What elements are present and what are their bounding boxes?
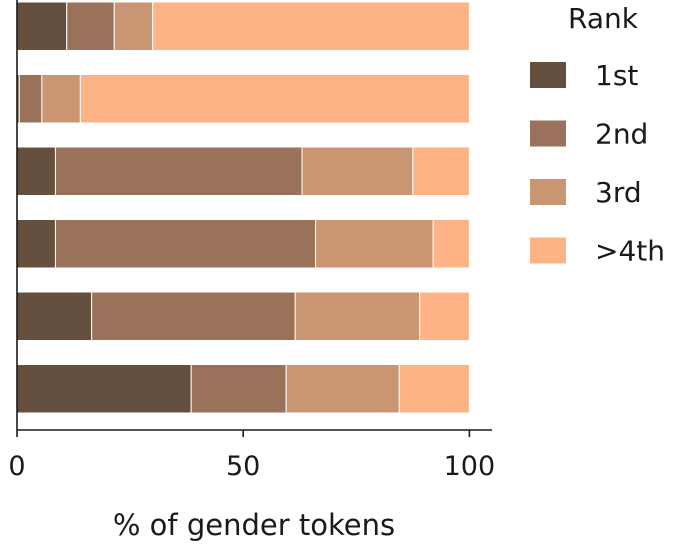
bar-row-5-segment-3 [294, 291, 421, 341]
x-tick-label-100: 100 [444, 451, 496, 482]
legend-swatch-1 [530, 62, 566, 88]
bar-row-2-segment-3 [41, 74, 81, 124]
bar-row-1-segment-2 [66, 1, 115, 51]
legend-label-1: 1st [595, 59, 638, 92]
bar-row-3-segment-3 [301, 146, 414, 196]
bar-row-6-segment-2 [190, 364, 287, 414]
legend-items: 1st 2nd 3rd >4th [530, 59, 665, 268]
bar-row-3-segment-1 [16, 146, 56, 196]
legend-label-4: >4th [595, 235, 665, 268]
bar-row-5-segment-1 [16, 291, 93, 341]
bar-row-4-segment-2 [54, 219, 317, 269]
bar-row-2-segment-4 [79, 74, 470, 124]
x-tick-label-50: 50 [226, 451, 260, 482]
legend-swatch-3 [530, 179, 566, 205]
bar-row-3-segment-4 [412, 146, 470, 196]
bar-row-4-segment-1 [16, 219, 56, 269]
bar-row-1-segment-3 [113, 1, 154, 51]
x-tick-label-0: 0 [8, 451, 25, 482]
legend-title: Rank [568, 2, 639, 35]
bars-group [16, 1, 470, 414]
bar-row-6-segment-3 [285, 364, 400, 414]
bar-row-1-segment-1 [16, 1, 68, 51]
bar-row-6-segment-1 [16, 364, 192, 414]
bar-row-4-segment-3 [315, 219, 434, 269]
legend-label-3: 3rd [595, 176, 642, 209]
bar-row-6-segment-4 [398, 364, 470, 414]
x-ticks-group: 0 50 100 [8, 430, 495, 482]
legend-swatch-2 [530, 120, 566, 147]
bar-row-1-segment-4 [152, 1, 470, 51]
x-axis-label: % of gender tokens [113, 508, 395, 542]
bar-row-2-segment-2 [18, 74, 43, 124]
legend-swatch-4 [530, 237, 566, 264]
bar-row-5-segment-2 [91, 291, 296, 341]
legend-label-2: 2nd [595, 118, 648, 151]
bar-row-5-segment-4 [419, 291, 470, 341]
bar-row-3-segment-2 [54, 146, 303, 196]
bar-row-4-segment-4 [432, 219, 470, 269]
legend: Rank 1st 2nd 3rd >4th [530, 2, 665, 268]
